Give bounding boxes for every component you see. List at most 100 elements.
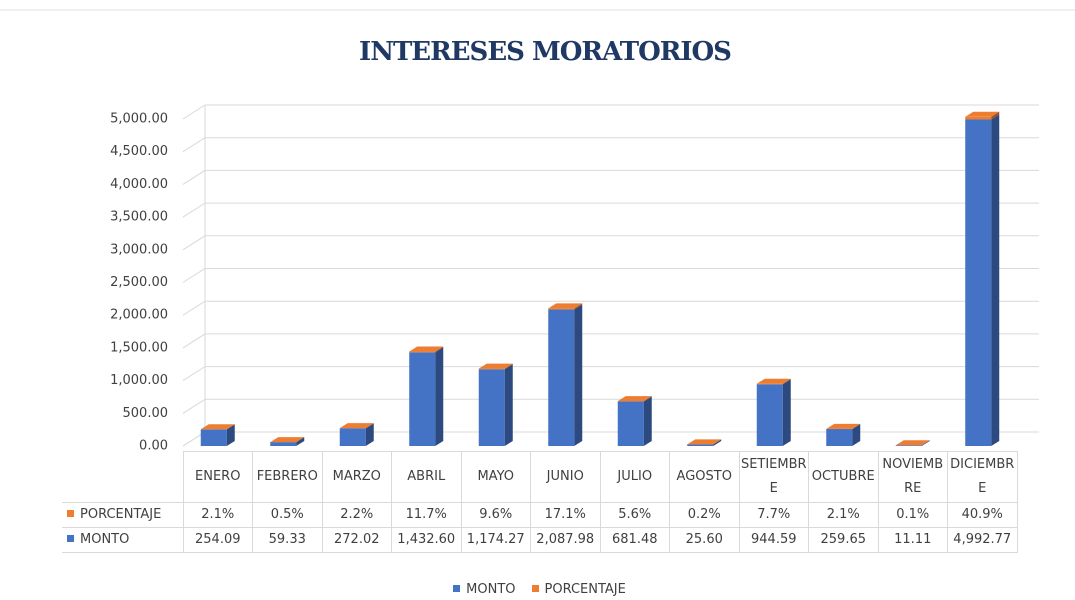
bar-side <box>226 424 235 430</box>
category-label: AGOSTO <box>669 451 740 503</box>
bar-segment <box>478 364 513 446</box>
bar-side <box>504 363 513 370</box>
value-label: 17.1% <box>530 502 601 528</box>
category-label: DICIEMBRE <box>947 451 1018 503</box>
category-label: MARZO <box>321 451 392 503</box>
y-tick-label: 1,500.00 <box>110 340 168 355</box>
value-label: 0.1% <box>877 502 948 528</box>
bar-side <box>504 364 513 446</box>
value-label: 681.48 <box>599 527 670 553</box>
bar-segment <box>895 440 930 446</box>
bar-side <box>296 437 305 443</box>
bar-front <box>617 401 644 446</box>
value-label: 25.60 <box>669 527 740 553</box>
y-tick-label: 2,500.00 <box>110 275 168 290</box>
series-label: PORCENTAJE <box>80 507 162 522</box>
bar-top <box>478 363 513 369</box>
legend-swatch <box>67 535 74 542</box>
bar-front <box>548 308 575 310</box>
category-row: ENERO FEBRERO MARZO ABRIL MAYO JUNIO JULIO AGOS… <box>62 451 1018 503</box>
legend-item: PORCENTAJE <box>528 582 626 597</box>
value-label: 254.09 <box>182 527 253 553</box>
bar-segment <box>826 424 861 446</box>
bar-segment <box>339 423 374 446</box>
value-label: 2.1% <box>808 502 879 528</box>
grid-line <box>182 235 1039 251</box>
grid-line <box>182 104 1039 120</box>
corner <box>62 452 183 503</box>
series-label-cell: PORCENTAJE <box>62 502 184 528</box>
value-label: 59.33 <box>252 527 323 553</box>
legend-label: PORCENTAJE <box>544 582 626 597</box>
bar-segment <box>548 304 583 446</box>
y-tick-label: 4,500.00 <box>110 144 168 159</box>
value-label: 1,174.27 <box>460 527 531 553</box>
legend-swatch <box>453 585 461 592</box>
y-tick-label: 2,000.00 <box>110 308 168 323</box>
value-label: 11.7% <box>391 502 462 528</box>
bar-front <box>756 384 783 446</box>
bar-side <box>921 440 930 446</box>
value-label: 11.11 <box>877 527 948 553</box>
bar-front <box>409 352 436 446</box>
grid-line <box>182 300 1039 316</box>
bar-top <box>339 423 374 429</box>
bar-front <box>339 428 366 446</box>
bar-segment <box>965 111 1000 120</box>
bar-front <box>895 445 922 446</box>
value-label: 2,087.98 <box>530 527 601 553</box>
legend: MONTO PORCENTAJE <box>0 582 1075 597</box>
bar-top <box>409 346 444 352</box>
bar-front <box>478 368 505 370</box>
value-label: 2.2% <box>321 502 392 528</box>
category-label: ABRIL <box>391 451 462 503</box>
value-label: 5.6% <box>599 502 670 528</box>
bar-segment <box>270 437 305 443</box>
bar-top <box>617 396 652 402</box>
bar-top <box>687 439 722 445</box>
chart-title: INTERESES MORATORIOS <box>359 37 731 67</box>
bar-segment <box>617 396 652 446</box>
series-label-cell: MONTO <box>62 527 184 553</box>
bar-side <box>226 424 235 446</box>
bar-side <box>643 396 652 402</box>
category-label: ENERO <box>182 451 253 503</box>
bar-side <box>643 396 652 446</box>
value-label: 944.59 <box>738 527 809 553</box>
bar-segment <box>617 396 652 402</box>
bar-side <box>852 424 861 446</box>
bar-segment <box>895 440 930 446</box>
value-label: 9.6% <box>460 502 531 528</box>
bar-front <box>687 444 714 446</box>
data-table: ENERO FEBRERO MARZO ABRIL MAYO JUNIO JULIO AGOS… <box>62 451 1018 553</box>
bar-top <box>965 111 1000 117</box>
y-tick-label: 3,000.00 <box>110 242 168 257</box>
legend-swatch <box>531 585 539 592</box>
y-tick-label: 500.00 <box>123 406 169 421</box>
y-tick-label: 1,000.00 <box>110 373 168 388</box>
bar-segment <box>200 424 235 430</box>
grid-line <box>182 398 1039 414</box>
series-row: MONTO 254.09 59.33 272.02 1,432.60 1,174.27 2,… <box>62 527 1018 553</box>
bar-side <box>574 304 583 446</box>
bar-front <box>756 383 783 385</box>
bar-segment <box>339 423 374 429</box>
bar-side <box>365 423 374 429</box>
bar-front <box>409 351 436 353</box>
value-label: 272.02 <box>321 527 392 553</box>
category-label: FEBRERO <box>252 451 323 503</box>
bar-segment <box>965 114 1000 446</box>
bar-front <box>826 429 853 446</box>
bar-segment <box>687 439 722 445</box>
bar-side <box>435 347 444 446</box>
bar-side <box>435 346 444 353</box>
bar-top <box>270 437 305 443</box>
value-label: 0.5% <box>252 502 323 528</box>
category-label: MAYO <box>460 451 531 503</box>
legend-swatch <box>67 510 74 517</box>
bar-side <box>574 303 583 310</box>
bar-top <box>200 424 235 430</box>
category-label: SETIEMBRE <box>738 451 809 503</box>
